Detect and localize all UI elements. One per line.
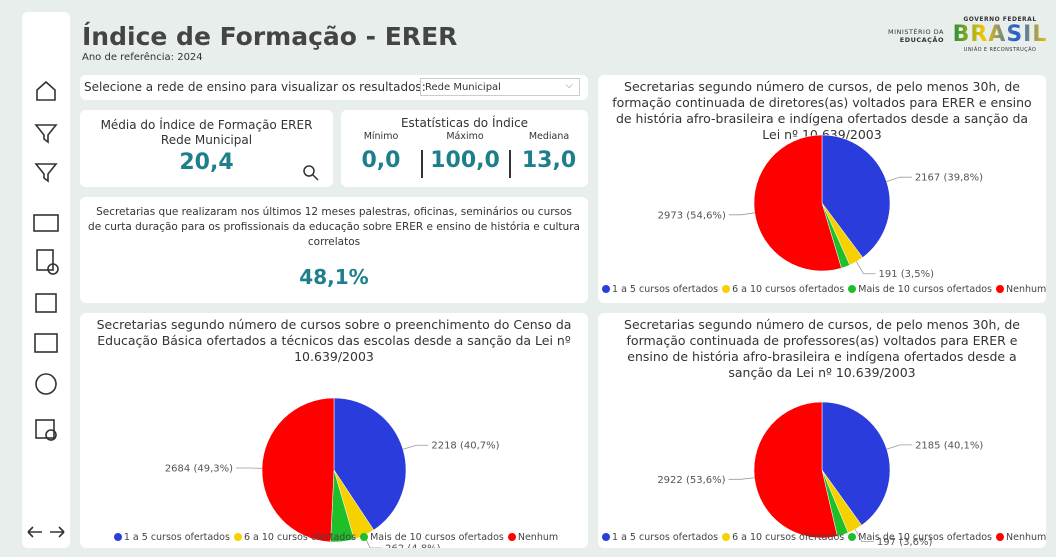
data-label: 2684 (49,3%) bbox=[165, 463, 233, 474]
legend: 1 a 5 cursos ofertados 6 a 10 cursos ofer… bbox=[598, 532, 1046, 543]
stat-label: Máximo bbox=[446, 131, 484, 142]
mean-value: 20,4 bbox=[179, 150, 234, 175]
legend-label: 1 a 5 cursos ofertados bbox=[123, 532, 230, 543]
data-label: 2973 (54,6%) bbox=[658, 210, 726, 221]
stat-divider bbox=[509, 150, 511, 178]
page-subtitle: Ano de referência: 2024 bbox=[82, 52, 203, 63]
legend-label: Nenhum bbox=[517, 532, 559, 543]
legend-swatch bbox=[996, 285, 1005, 293]
data-label: 2167 (39,8%) bbox=[915, 173, 983, 184]
sidebar bbox=[22, 12, 70, 548]
stats-title: Estatísticas do Índice bbox=[400, 116, 529, 130]
ministry-line: MINISTÉRIO DA bbox=[888, 28, 944, 36]
pie-slice bbox=[821, 134, 891, 258]
dropdown-value[interactable]: Rede Municipal bbox=[425, 82, 501, 93]
chart-title: Secretarias segundo número de cursos sob… bbox=[96, 317, 572, 364]
search-icon[interactable] bbox=[302, 164, 320, 182]
mean-subtitle: Rede Municipal bbox=[160, 133, 253, 147]
legend-swatch bbox=[602, 533, 610, 541]
leader-line bbox=[886, 444, 913, 450]
pie-slice bbox=[753, 134, 842, 272]
data-label: 197 (3,6%) bbox=[877, 537, 933, 548]
data-label: 2218 (40,7%) bbox=[431, 441, 499, 452]
pie-slice bbox=[261, 397, 335, 543]
legend-label: Nenhum bbox=[1006, 284, 1047, 295]
legend-label: 6 a 10 cursos ofertados bbox=[732, 284, 845, 295]
legend-swatch bbox=[113, 533, 122, 541]
nav-icons bbox=[27, 80, 65, 538]
legend-label: Mais de 10 cursos ofertados bbox=[858, 284, 993, 295]
activity-value: 48,1% bbox=[299, 265, 369, 289]
legend-label: 6 a 10 cursos ofertados bbox=[732, 532, 845, 543]
leader-line bbox=[728, 477, 755, 480]
leader-line bbox=[854, 529, 874, 543]
legend-label: 1 a 5 cursos ofertados bbox=[612, 532, 719, 543]
stat-value: 100,0 bbox=[430, 148, 500, 173]
leader-line bbox=[402, 444, 429, 450]
stat-value: 13,0 bbox=[521, 148, 577, 173]
stat-label: Mediana bbox=[528, 131, 570, 142]
legend-swatch bbox=[722, 533, 731, 541]
legend-swatch bbox=[722, 285, 731, 293]
legend-label: 1 a 5 cursos ofertados bbox=[612, 284, 719, 295]
legend-swatch bbox=[848, 533, 857, 541]
stats-card: Estatísticas do Índice Mínimo 0,0 Máximo 10… bbox=[341, 110, 588, 187]
stat-label: Mínimo bbox=[363, 131, 399, 142]
legend: 1 a 5 cursos ofertados 6 a 10 cursos ofer… bbox=[598, 284, 1046, 295]
page-title: Índice de Formação - ERER bbox=[82, 22, 458, 51]
chart-title: Secretarias segundo número de cursos, de… bbox=[612, 79, 1032, 142]
legend-swatch bbox=[507, 533, 516, 541]
leader-line bbox=[886, 176, 912, 182]
gov-logo: GOVERNO FEDERAL BRASIL UNIÃO E RECONSTRU… bbox=[952, 16, 1048, 53]
legend-swatch bbox=[360, 533, 369, 541]
activity-text: Secretarias que realizaram nos últimos 1… bbox=[88, 206, 580, 248]
ministry: MINISTÉRIO DA EDUCAÇÃO bbox=[860, 28, 944, 44]
ministry-line: EDUCAÇÃO bbox=[899, 36, 944, 44]
legend-swatch bbox=[996, 533, 1005, 541]
dropdown[interactable]: Rede Municipal ⌵ bbox=[420, 78, 580, 96]
data-label: 2185 (40,1%) bbox=[915, 440, 983, 451]
chart-card: Secretarias segundo número de cursos sob… bbox=[80, 313, 588, 548]
chart-card: Secretarias segundo número de cursos, de… bbox=[598, 313, 1046, 548]
stat-divider bbox=[421, 150, 423, 178]
data-label: 2922 (53,6%) bbox=[657, 475, 725, 486]
mean-card: Média do Índice de Formação ERER Rede Mu… bbox=[80, 110, 333, 187]
leader-line bbox=[856, 261, 876, 275]
leader-line bbox=[728, 212, 755, 216]
legend-swatch bbox=[602, 285, 610, 293]
legend-swatch bbox=[233, 533, 242, 541]
legend: 1 a 5 cursos ofertados 6 a 10 cursos ofer… bbox=[80, 532, 588, 543]
legend-swatch bbox=[848, 285, 857, 293]
pie-slice bbox=[821, 401, 891, 526]
data-label: 262 (4,8%) bbox=[385, 544, 441, 548]
legend-label: 6 a 10 cursos ofertados bbox=[243, 532, 357, 543]
pie-chart: 2167 (39,8%) 191 (3,5%) 2973 (54,6%) bbox=[658, 134, 983, 280]
legend-label: Mais de 10 cursos ofertados bbox=[858, 532, 993, 543]
pie-chart: 2185 (40,1%) 197 (3,6%) 2922 (53,6%) bbox=[657, 401, 983, 548]
motto: UNIÃO E RECONSTRUÇÃO bbox=[963, 47, 1037, 53]
brand: BRASIL bbox=[952, 22, 1048, 47]
data-label: 191 (3,5%) bbox=[879, 269, 935, 280]
legend-label: Nenhum bbox=[1006, 532, 1047, 543]
chart-title: Secretarias segundo número de cursos, de… bbox=[624, 317, 1020, 380]
chart-card: Secretarias segundo número de cursos, de… bbox=[598, 75, 1046, 303]
pie-chart: 2218 (40,7%) 262 (4,8%) 2684 (49,3%) bbox=[165, 397, 500, 548]
stat-value: 0,0 bbox=[361, 148, 401, 173]
selector-card: Selecione a rede de ensino para visualiz… bbox=[80, 75, 588, 100]
activity-card: Secretarias que realizaram nos últimos 1… bbox=[80, 197, 588, 303]
gov-line: GOVERNO FEDERAL bbox=[963, 16, 1037, 23]
mean-title: Média do Índice de Formação ERER bbox=[100, 118, 313, 132]
selector-label: Selecione a rede de ensino para visualiz… bbox=[84, 80, 426, 94]
legend-label: Mais de 10 cursos ofertados bbox=[370, 532, 504, 543]
